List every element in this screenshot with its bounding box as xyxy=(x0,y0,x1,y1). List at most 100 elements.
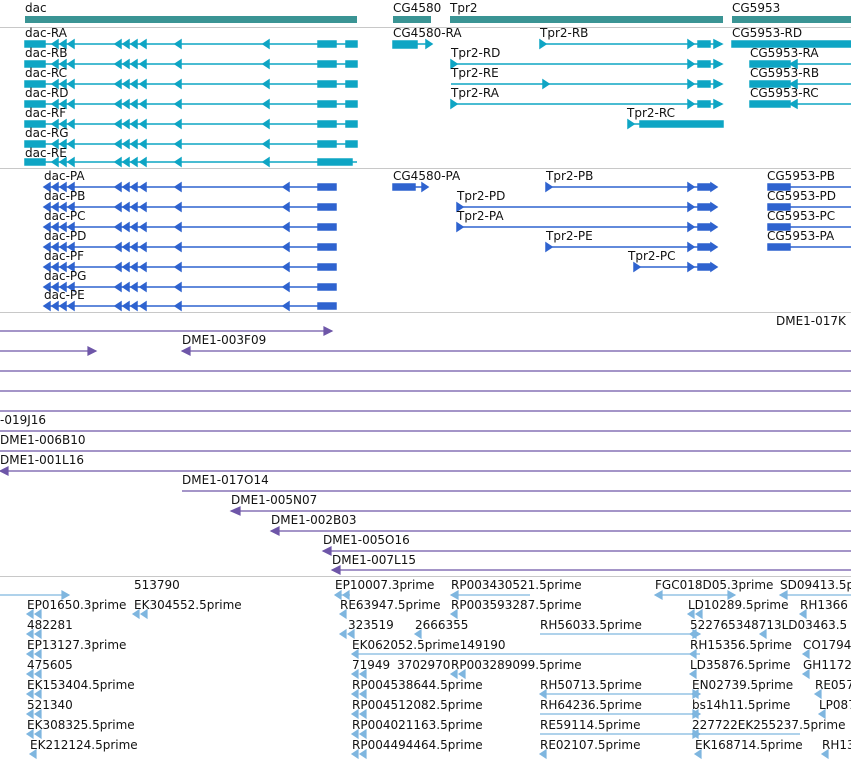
est-alignment[interactable] xyxy=(449,589,530,601)
protein-model-dac-pg[interactable] xyxy=(42,281,337,293)
est-label[interactable]: RH15356.5prime xyxy=(690,638,792,652)
est-label[interactable]: FGC018D05.3prime xyxy=(655,578,774,592)
transcript-model-dac-ra[interactable] xyxy=(24,38,358,50)
est-label[interactable]: 71949 xyxy=(352,658,391,672)
est-label[interactable]: 513790 xyxy=(134,578,180,592)
est-alignment[interactable] xyxy=(449,608,458,620)
clone-label[interactable]: DME1-017K xyxy=(776,314,846,328)
est-label[interactable]: 323519 xyxy=(348,618,394,632)
protein-model-cg4580-pa[interactable] xyxy=(392,181,430,193)
gene-label[interactable]: CG5953 xyxy=(732,1,781,15)
protein-model-dac-pc[interactable] xyxy=(42,221,337,233)
gene-bar-dac[interactable] xyxy=(25,16,357,23)
transcript-model-tpr2-rb[interactable] xyxy=(539,38,724,50)
protein-model-tpr2-pc[interactable] xyxy=(633,261,719,273)
est-alignment[interactable] xyxy=(820,748,829,760)
est-label[interactable]: EP13127.3prime xyxy=(27,638,127,652)
est-label[interactable]: RH50713.5prime xyxy=(540,678,642,692)
protein-model-dac-pf[interactable] xyxy=(42,261,337,273)
protein-model-tpr2-pa[interactable] xyxy=(456,221,719,233)
est-label[interactable]: RP004021163.5prime xyxy=(352,718,483,732)
transcript-model-dac-re[interactable] xyxy=(24,156,357,168)
transcript-label[interactable]: Tpr2-RD xyxy=(451,46,501,60)
est-alignment[interactable] xyxy=(801,668,810,680)
gene-label[interactable]: dac xyxy=(25,1,47,15)
transcript-label[interactable]: dac-RG xyxy=(25,126,69,140)
gene-bar-cg5953[interactable] xyxy=(732,16,851,23)
est-alignment[interactable] xyxy=(690,708,699,720)
protein-model-tpr2-pe[interactable] xyxy=(545,241,719,253)
est-alignment[interactable] xyxy=(25,628,42,640)
protein-model-tpr2-pb[interactable] xyxy=(545,181,719,193)
transcript-model-tpr2-rd[interactable] xyxy=(450,58,724,70)
protein-label[interactable]: Tpr2-PA xyxy=(457,209,504,223)
est-alignment[interactable] xyxy=(449,668,466,680)
clone-label[interactable]: DME1-001L16 xyxy=(0,453,84,467)
transcript-model-tpr2-rc[interactable] xyxy=(627,118,724,130)
est-alignment[interactable] xyxy=(25,648,42,660)
transcript-model-dac-rb[interactable] xyxy=(24,58,358,70)
protein-label[interactable]: dac-PD xyxy=(44,229,87,243)
transcript-label[interactable]: CG5953-RA xyxy=(750,46,819,60)
protein-label[interactable]: CG5953-PC xyxy=(767,209,836,223)
clone-label[interactable]: DME1-017O14 xyxy=(182,473,269,487)
est-label[interactable]: LP087 xyxy=(819,698,851,712)
protein-model-cg5953-pd[interactable] xyxy=(767,203,851,211)
protein-label[interactable]: Tpr2-PE xyxy=(546,229,593,243)
gene-bar-tpr2[interactable] xyxy=(450,16,723,23)
est-label[interactable]: RP003430521.5prime xyxy=(451,578,582,592)
est-label[interactable]: EK153404.5prime xyxy=(27,678,135,692)
transcript-label[interactable]: Tpr2-RA xyxy=(451,86,499,100)
est-alignment[interactable] xyxy=(350,728,367,740)
transcript-model-cg4580-ra[interactable] xyxy=(392,38,434,50)
gene-label[interactable]: CG4580 xyxy=(393,1,442,15)
est-label[interactable]: RH64236.5prime xyxy=(540,698,642,712)
est-alignment[interactable] xyxy=(0,589,71,601)
est-alignment[interactable] xyxy=(25,688,42,700)
est-alignment[interactable] xyxy=(350,688,367,700)
protein-label[interactable]: dac-PG xyxy=(44,269,87,283)
est-label[interactable]: RH56033.5prime xyxy=(540,618,642,632)
clone-line[interactable] xyxy=(269,526,851,536)
gene-label[interactable]: Tpr2 xyxy=(450,1,478,15)
transcript-model-tpr2-ra[interactable] xyxy=(450,98,724,110)
transcript-label[interactable]: dac-RF xyxy=(25,106,67,120)
est-label[interactable]: RP003289099.5prime xyxy=(451,658,582,672)
est-alignment[interactable] xyxy=(25,608,42,620)
transcript-model-cg5953-rd[interactable] xyxy=(731,40,851,48)
est-label[interactable]: 2666355 xyxy=(415,618,469,632)
est-label[interactable]: bs14h11.5prime xyxy=(692,698,791,712)
est-alignment[interactable] xyxy=(688,648,697,660)
est-label[interactable]: EK212124.5prime xyxy=(30,738,138,752)
protein-label[interactable]: Tpr2-PC xyxy=(628,249,676,263)
transcript-label[interactable]: CG5953-RB xyxy=(750,66,820,80)
protein-label[interactable]: dac-PF xyxy=(44,249,85,263)
protein-model-dac-pb[interactable] xyxy=(42,201,337,213)
est-label[interactable]: EK062052.5prime149190 xyxy=(352,638,506,652)
est-label[interactable]: EK168714.5prime xyxy=(695,738,803,752)
clone-label[interactable]: DME1-003F09 xyxy=(182,333,267,347)
protein-model-cg5953-pb[interactable] xyxy=(767,183,851,191)
transcript-model-dac-rg[interactable] xyxy=(24,138,358,150)
est-alignment[interactable] xyxy=(350,648,700,660)
est-label[interactable]: RH1366 xyxy=(800,598,848,612)
est-label[interactable]: CO1794 xyxy=(803,638,851,652)
transcript-label[interactable]: dac-RE xyxy=(25,146,67,160)
clone-line[interactable] xyxy=(0,346,98,356)
est-alignment[interactable] xyxy=(413,628,422,640)
protein-model-dac-pe[interactable] xyxy=(42,300,337,312)
protein-label[interactable]: Tpr2-PB xyxy=(546,169,594,183)
est-alignment[interactable] xyxy=(690,728,800,740)
gene-bar-cg4580[interactable] xyxy=(393,16,431,23)
est-label[interactable]: RE02107.5prime xyxy=(540,738,641,752)
est-label[interactable]: 227722EK255237.5prime xyxy=(692,718,846,732)
protein-model-cg5953-pa[interactable] xyxy=(767,243,851,251)
est-alignment[interactable] xyxy=(25,708,42,720)
clone-line[interactable] xyxy=(330,565,851,575)
clone-label[interactable]: DME1-007L15 xyxy=(332,553,416,567)
est-alignment[interactable] xyxy=(817,708,826,720)
protein-label[interactable]: Tpr2-PD xyxy=(457,189,506,203)
protein-label[interactable]: dac-PE xyxy=(44,288,85,302)
est-alignment[interactable] xyxy=(131,608,148,620)
